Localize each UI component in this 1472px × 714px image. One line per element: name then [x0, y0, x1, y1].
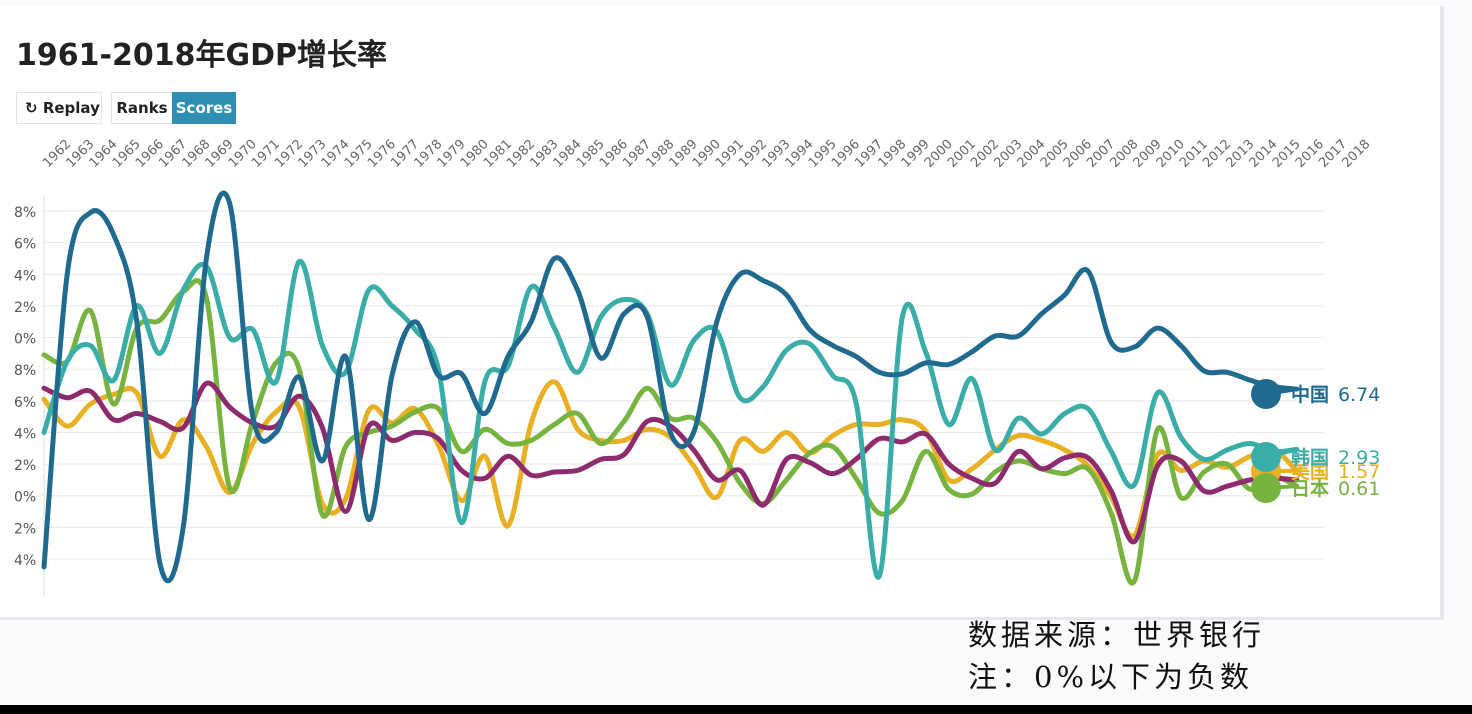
- bottom-border: [0, 705, 1472, 714]
- y-tick-label: 6%: [14, 395, 36, 411]
- y-tick-label: 0%: [14, 490, 36, 506]
- source-note: 数据来源：世界银行 注：0%以下为负数: [968, 614, 1265, 698]
- source-note-line1: 数据来源：世界银行: [968, 618, 1266, 652]
- scores-button[interactable]: Scores: [172, 92, 236, 124]
- series-end-marker[interactable]: [1251, 473, 1281, 503]
- series-end-marker[interactable]: [1251, 379, 1281, 409]
- replay-icon: ↻: [25, 99, 38, 117]
- y-tick-label: 2%: [14, 458, 36, 474]
- y-tick-label: 4%: [14, 268, 36, 284]
- y-tick-label: 2%: [14, 300, 36, 316]
- chart-card: 1961-2018年GDP增长率 ↻ Replay Ranks Scores 8…: [0, 6, 1444, 620]
- line-chart: 8%6%4%2%0%8%6%4%2%0%2%4%1962196319641965…: [14, 137, 1380, 596]
- series-end-marker[interactable]: [1251, 442, 1281, 472]
- series-line-2: [41, 379, 1300, 539]
- series-line-0: [41, 190, 1300, 584]
- source-note-line2: 注：0%以下为负数: [968, 660, 1254, 694]
- series-label-value: 6.74: [1338, 384, 1380, 406]
- series-label-name: 日本: [1291, 477, 1329, 500]
- y-tick-label: 8%: [14, 205, 36, 221]
- y-tick-label: 8%: [14, 363, 36, 379]
- series-label-name: 美国: [1291, 460, 1329, 483]
- series-line-4: [41, 380, 1300, 545]
- series-label-value: 0.61: [1338, 478, 1380, 500]
- series-line-1: [41, 259, 1300, 580]
- replay-button[interactable]: ↻ Replay: [16, 92, 102, 124]
- series-label-name: 韩国: [1291, 446, 1329, 469]
- page-title: 1961-2018年GDP增长率: [16, 38, 387, 73]
- series-line-3: [41, 278, 1300, 586]
- series-label-value: 2.93: [1338, 447, 1380, 469]
- ranks-button[interactable]: Ranks: [111, 92, 173, 124]
- y-tick-label: 0%: [14, 332, 36, 348]
- y-tick-label: 6%: [14, 237, 36, 253]
- series-label-value: 1.57: [1338, 461, 1380, 483]
- y-tick-label: 4%: [14, 553, 36, 569]
- y-tick-label: 4%: [14, 426, 36, 442]
- y-tick-label: 2%: [14, 521, 36, 537]
- replay-label: Replay: [42, 99, 100, 117]
- series-label-name: 中国: [1291, 383, 1329, 406]
